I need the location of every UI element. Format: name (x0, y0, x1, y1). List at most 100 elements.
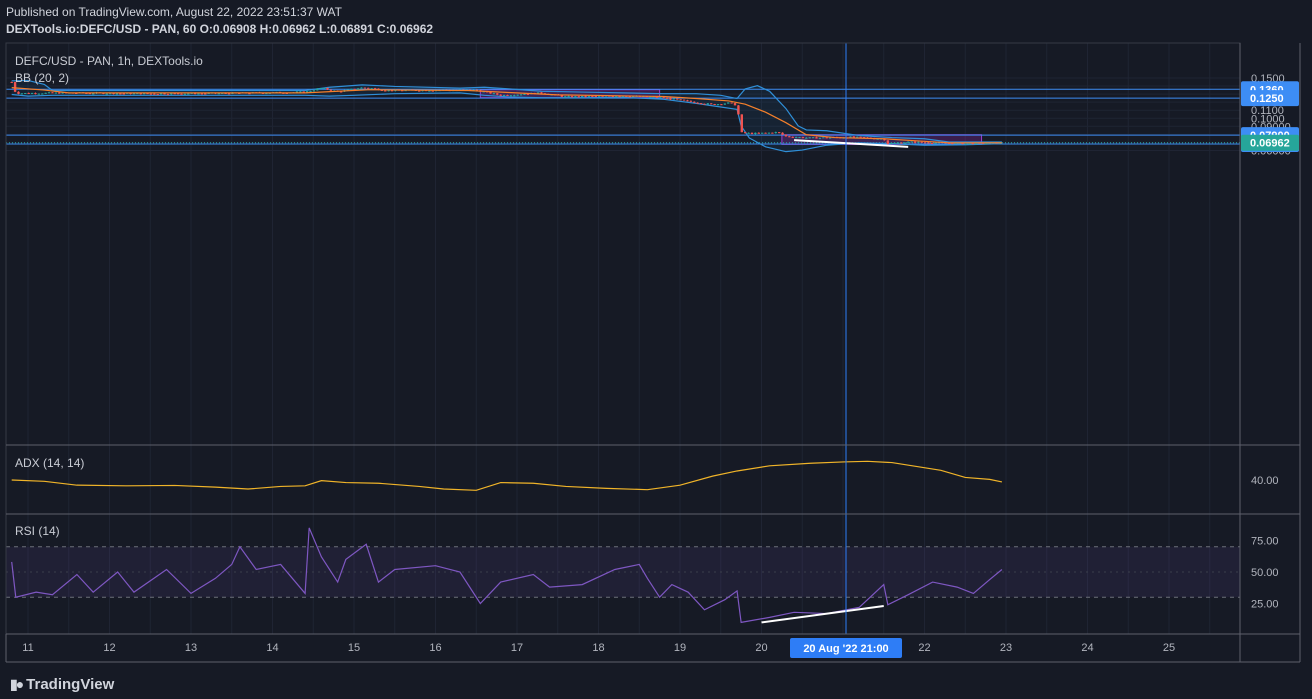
candle-body[interactable] (11, 82, 13, 83)
last-price-tag[interactable]: 0.06962 (1250, 138, 1290, 150)
candle-body[interactable] (516, 95, 518, 96)
candle-body[interactable] (24, 93, 26, 94)
candle-body[interactable] (812, 137, 814, 138)
candle-body[interactable] (696, 103, 698, 104)
candle-body[interactable] (513, 95, 515, 96)
candle-body[interactable] (897, 143, 899, 144)
candle-body[interactable] (167, 94, 169, 95)
candle-body[interactable] (822, 137, 824, 138)
candle-body[interactable] (357, 89, 359, 90)
candle-body[interactable] (727, 102, 729, 103)
candle-body[interactable] (890, 143, 892, 144)
candle-body[interactable] (805, 138, 807, 139)
candle-body[interactable] (751, 133, 753, 134)
candle-body[interactable] (523, 94, 525, 95)
candle-body[interactable] (92, 93, 94, 94)
candle-body[interactable] (934, 143, 936, 144)
candle-body[interactable] (360, 88, 362, 89)
candle-body[interactable] (785, 135, 787, 137)
candle-body[interactable] (506, 95, 508, 96)
candle-body[interactable] (150, 94, 152, 95)
candle-body[interactable] (157, 94, 159, 95)
candle-body[interactable] (690, 101, 692, 102)
candle-body[interactable] (659, 97, 661, 98)
candle-body[interactable] (676, 99, 678, 100)
candle-body[interactable] (900, 143, 902, 144)
level-price-tag[interactable]: 0.1250 (1250, 93, 1284, 105)
candle-body[interactable] (323, 88, 325, 89)
candle-body[interactable] (578, 96, 580, 97)
candle-body[interactable] (673, 99, 675, 100)
candle-body[interactable] (887, 140, 889, 144)
chart-area[interactable]: 0.15000.14000.13000.12000.11000.10000.09… (0, 0, 1312, 699)
candle-body[interactable] (907, 142, 909, 143)
candle-body[interactable] (160, 93, 162, 94)
bb-indicator-label[interactable]: BB (20, 2) (15, 71, 69, 85)
candle-body[interactable] (17, 92, 19, 94)
candle-body[interactable] (893, 143, 895, 144)
candle-body[interactable] (116, 93, 118, 94)
candle-body[interactable] (496, 93, 498, 94)
candle-body[interactable] (510, 95, 512, 96)
candle-body[interactable] (717, 104, 719, 105)
candle-body[interactable] (910, 142, 912, 143)
candle-body[interactable] (917, 142, 919, 143)
candle-body[interactable] (55, 93, 57, 94)
candle-body[interactable] (679, 99, 681, 100)
candle-body[interactable] (615, 96, 617, 97)
candle-body[interactable] (106, 94, 108, 95)
candle-body[interactable] (584, 96, 586, 97)
candle-body[interactable] (564, 96, 566, 97)
candle-body[interactable] (31, 93, 33, 94)
candle-body[interactable] (119, 93, 121, 94)
tradingview-logo[interactable]: ▮● TradingView (10, 676, 114, 693)
candle-body[interactable] (595, 96, 597, 97)
candle-body[interactable] (330, 90, 332, 91)
candle-body[interactable] (58, 93, 60, 94)
candle-body[interactable] (503, 95, 505, 96)
candle-body[interactable] (370, 88, 372, 89)
candle-body[interactable] (758, 133, 760, 134)
candle-body[interactable] (153, 94, 155, 95)
candle-body[interactable] (741, 114, 743, 132)
candle-body[interactable] (792, 137, 794, 138)
candle-body[interactable] (734, 103, 736, 105)
candle-body[interactable] (309, 91, 311, 92)
candle-body[interactable] (201, 93, 203, 94)
candle-body[interactable] (123, 93, 125, 94)
candle-body[interactable] (724, 104, 726, 105)
candle-body[interactable] (34, 93, 36, 94)
candle-body[interactable] (768, 133, 770, 134)
candle-body[interactable] (744, 132, 746, 133)
candle-body[interactable] (819, 138, 821, 139)
adx-pane[interactable] (12, 461, 1002, 490)
candle-body[interactable] (581, 96, 583, 97)
candle-body[interactable] (703, 104, 705, 105)
candle-body[interactable] (788, 136, 790, 137)
candle-body[interactable] (666, 98, 668, 99)
candle-body[interactable] (44, 93, 46, 94)
candle-body[interactable] (320, 88, 322, 89)
candle-body[interactable] (180, 94, 182, 95)
candle-body[interactable] (48, 92, 50, 93)
candle-body[interactable] (914, 142, 916, 143)
candle-body[interactable] (931, 143, 933, 144)
candle-body[interactable] (965, 144, 967, 145)
candle-body[interactable] (384, 90, 386, 91)
candle-body[interactable] (720, 104, 722, 105)
candle-body[interactable] (683, 100, 685, 101)
candle-body[interactable] (693, 102, 695, 103)
candle-body[interactable] (228, 93, 230, 94)
candle-body[interactable] (853, 137, 855, 138)
candle-body[interactable] (686, 100, 688, 101)
candle-body[interactable] (364, 88, 366, 89)
candle-body[interactable] (527, 94, 529, 95)
candle-body[interactable] (710, 103, 712, 104)
candle-body[interactable] (649, 97, 651, 98)
rsi-indicator-label[interactable]: RSI (14) (15, 524, 60, 538)
candle-body[interactable] (707, 103, 709, 104)
candle-body[interactable] (754, 133, 756, 134)
candle-body[interactable] (350, 89, 352, 90)
candle-body[interactable] (809, 137, 811, 138)
candle-body[interactable] (747, 133, 749, 134)
